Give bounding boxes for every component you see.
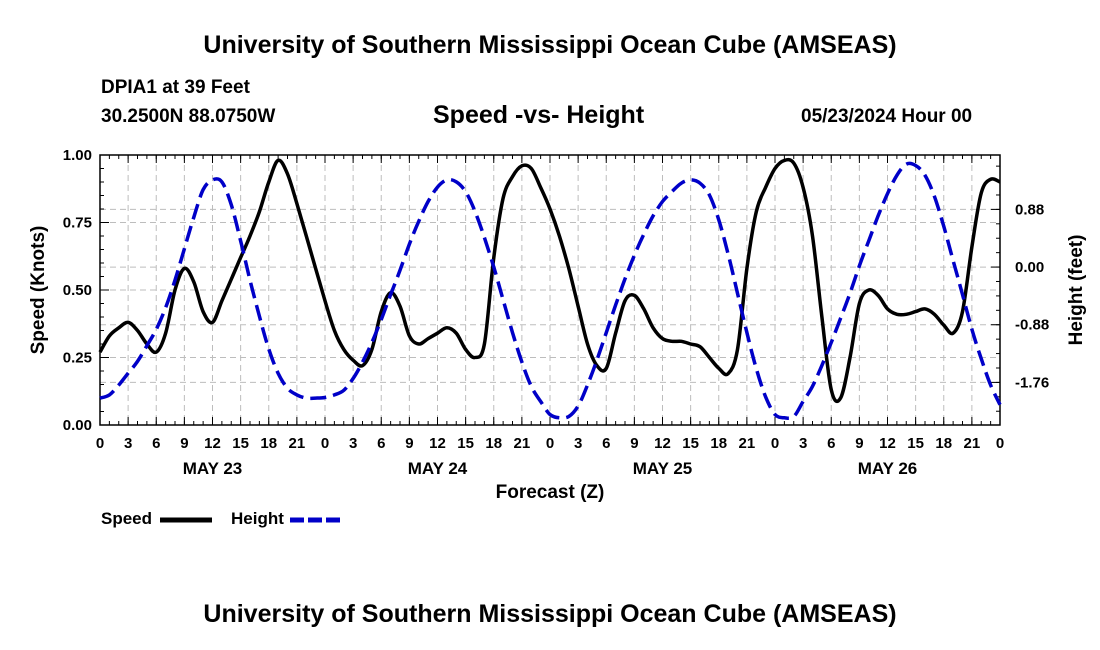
x-tick-label: 0 [996, 435, 1004, 452]
x-tick-label: 9 [630, 435, 638, 452]
x-tick-label: 6 [152, 435, 160, 452]
x-tick-label: 3 [799, 435, 807, 452]
x-tick-label: 6 [827, 435, 835, 452]
y2-tick-label: 0.88 [1015, 201, 1044, 218]
y-tick-label: 0.75 [63, 215, 92, 232]
legend-height-label: Height [231, 509, 284, 528]
x-tick-label: 21 [514, 435, 531, 452]
plot-border [99, 154, 1001, 426]
y-tick-label: 0.25 [63, 350, 92, 367]
x-tick-label: 18 [710, 435, 727, 452]
page-title: University of Southern Mississippi Ocean… [203, 31, 897, 59]
legend-speed-label: Speed [101, 509, 153, 528]
station-label: DPIA1 at 39 Feet [101, 77, 250, 98]
x-tick-label: 3 [574, 435, 582, 452]
x-tick-label: 18 [260, 435, 277, 452]
x-tick-label: 3 [124, 435, 132, 452]
x-tick-label: 9 [405, 435, 413, 452]
x-tick-label: 0 [546, 435, 554, 452]
y-axis-label: Speed (Knots) [28, 226, 49, 355]
x-tick-label: 18 [485, 435, 502, 452]
x-date-label: MAY 26 [858, 459, 918, 478]
x-tick-label: 0 [771, 435, 779, 452]
y2-tick-label: -0.88 [1015, 317, 1049, 334]
x-tick-label: 6 [377, 435, 385, 452]
footer-title: University of Southern Mississippi Ocean… [203, 600, 897, 628]
y-tick-label: 0.50 [63, 282, 92, 299]
x-tick-label: 6 [602, 435, 610, 452]
x-tick-label: 12 [879, 435, 896, 452]
y2-axis-label: Height (feet) [1066, 235, 1087, 346]
x-axis-label: Forecast (Z) [495, 482, 605, 503]
x-tick-label: 12 [429, 435, 446, 452]
x-date-label: MAY 23 [183, 459, 243, 478]
x-tick-label: 21 [739, 435, 756, 452]
x-tick-label: 15 [907, 435, 924, 452]
x-date-label: MAY 24 [408, 459, 468, 478]
x-tick-label: 0 [321, 435, 329, 452]
x-tick-label: 12 [204, 435, 221, 452]
x-tick-label: 9 [180, 435, 188, 452]
y2-tick-label: 0.00 [1015, 259, 1044, 276]
x-tick-label: 15 [457, 435, 474, 452]
x-date-label: MAY 25 [633, 459, 693, 478]
grid [100, 155, 1000, 425]
plot-frame [99, 154, 1001, 426]
chart-subtitle: Speed -vs- Height [433, 101, 645, 129]
x-tick-label: 21 [964, 435, 981, 452]
x-tick-label: 3 [349, 435, 357, 452]
series-height-line [99, 161, 1002, 421]
y-tick-label: 0.00 [63, 417, 92, 434]
y-tick-label: 1.00 [63, 147, 92, 164]
forecast-datetime: 05/23/2024 Hour 00 [801, 106, 973, 127]
x-tick-label: 15 [682, 435, 699, 452]
y2-tick-label: -1.76 [1015, 374, 1049, 391]
x-tick-label: 12 [654, 435, 671, 452]
x-tick-label: 15 [232, 435, 249, 452]
x-tick-label: 21 [289, 435, 306, 452]
x-tick-label: 18 [935, 435, 952, 452]
x-tick-label: 9 [855, 435, 863, 452]
series-speed-line [98, 157, 1001, 404]
coordinates-label: 30.2500N 88.0750W [101, 106, 276, 127]
x-tick-label: 0 [96, 435, 104, 452]
series-group [98, 157, 1002, 421]
axes: Speed (Knots) Height (feet) 0 3 6 9 12 15 18 21… [28, 147, 1087, 478]
